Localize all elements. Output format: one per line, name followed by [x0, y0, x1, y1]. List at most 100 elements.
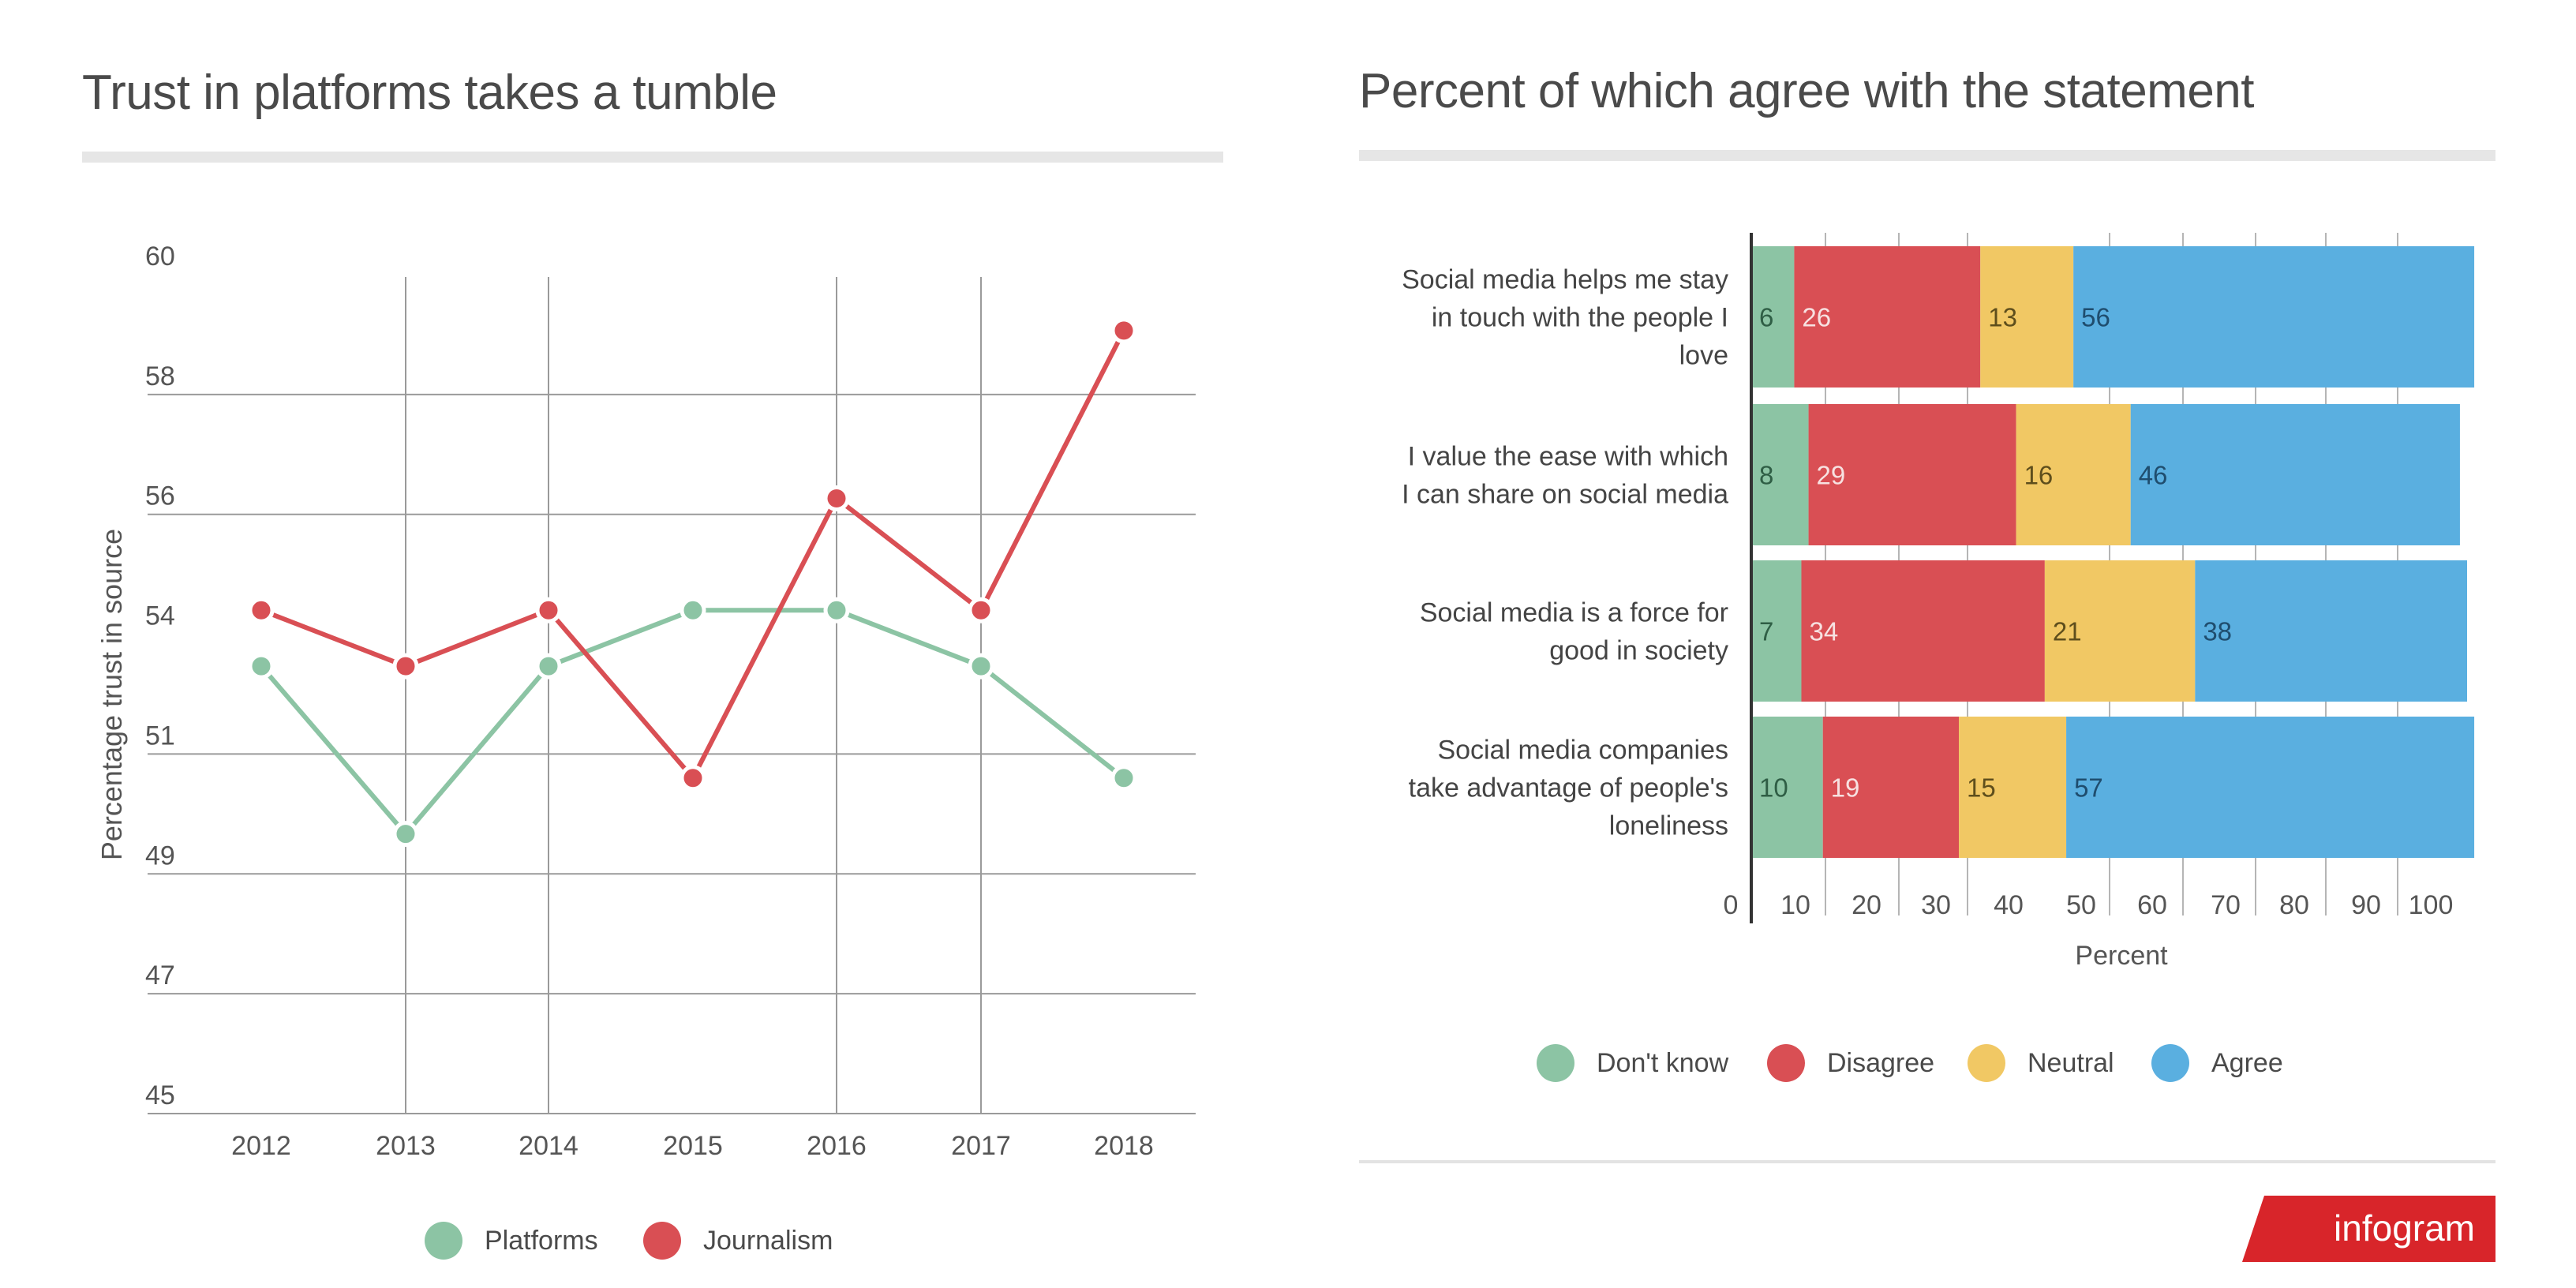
- category-label: Social media companies: [1437, 736, 1728, 766]
- data-point-journalism[interactable]: [968, 597, 994, 623]
- x-tick-label: 2013: [376, 1131, 436, 1161]
- y-tick-label: 47: [145, 960, 175, 990]
- bar-segment-disagree[interactable]: [1822, 717, 1960, 858]
- bar-chart: 6 26 13 56 Social media helps me stay in touc…: [1402, 233, 2475, 971]
- legend-label-journalism: Journalism: [703, 1225, 833, 1256]
- y-tick-label: 54: [145, 601, 175, 631]
- data-point-platforms[interactable]: [823, 597, 850, 623]
- x-tick-label: 2012: [231, 1131, 291, 1161]
- line-chart-title: Trust in platforms takes a tumble: [82, 66, 777, 120]
- x-tick-label: 80: [2279, 890, 2309, 920]
- data-point-platforms[interactable]: [680, 597, 706, 623]
- x-tick-label: 2016: [807, 1131, 867, 1161]
- data-point-platforms[interactable]: [248, 653, 275, 680]
- x-tick-label: 70: [2211, 890, 2241, 920]
- bar-value-label: 57: [2074, 773, 2103, 803]
- category-label: Social media is a force for: [1420, 598, 1728, 628]
- bar-value-label: 16: [2024, 461, 2054, 490]
- x-tick-label: 2015: [663, 1131, 723, 1161]
- infogram-badge-shape-icon: [2242, 1196, 2496, 1262]
- x-tick-label: 10: [1780, 890, 1810, 920]
- bar-value-label: 6: [1759, 303, 1773, 332]
- category-label: I value the ease with which: [1408, 442, 1728, 472]
- legend-dot-neutral-icon: [1968, 1044, 2005, 1082]
- footer-divider: [1359, 1160, 2496, 1163]
- bar-value-label: 10: [1759, 773, 1788, 803]
- bar-segment-don-t-know[interactable]: [1751, 717, 1823, 858]
- x-tick-label: 40: [1994, 890, 2024, 920]
- bar-segment-neutral[interactable]: [2016, 404, 2131, 545]
- category-label: in touch with the people I: [1432, 303, 1728, 333]
- legend-label-agree: Agree: [2211, 1047, 2283, 1078]
- category-label: Social media helps me stay: [1402, 265, 1728, 295]
- series-line-platforms: [259, 608, 1125, 837]
- legend-dot-dont-know-icon: [1537, 1044, 1574, 1082]
- bar-value-label: 38: [2203, 617, 2232, 646]
- data-point-journalism[interactable]: [680, 765, 706, 792]
- legend-item-journalism[interactable]: Journalism: [643, 1222, 833, 1260]
- legend-label-dont-know: Don't know: [1597, 1047, 1729, 1078]
- legend-dot-agree-icon: [2151, 1044, 2189, 1082]
- legend-item-dont-know[interactable]: Don't know: [1537, 1044, 1728, 1082]
- x-tick-label: 20: [1852, 890, 1881, 920]
- category-label: love: [1679, 341, 1728, 371]
- bar-value-label: 8: [1759, 461, 1773, 490]
- bar-segment-disagree[interactable]: [1794, 246, 1981, 388]
- infogram-badge[interactable]: infogram: [2242, 1196, 2496, 1262]
- legend-item-neutral[interactable]: Neutral: [1968, 1044, 2114, 1082]
- data-point-journalism[interactable]: [1110, 317, 1137, 344]
- bar-value-label: 56: [2081, 303, 2110, 332]
- bar-segment-disagree[interactable]: [1808, 404, 2016, 545]
- bar-segment-agree[interactable]: [2130, 404, 2460, 545]
- data-point-platforms[interactable]: [535, 653, 562, 680]
- x-tick-label: 2017: [951, 1131, 1011, 1161]
- y-tick-label: 51: [145, 721, 175, 751]
- legend-label-platforms: Platforms: [485, 1225, 598, 1256]
- bar-segment-neutral[interactable]: [1959, 717, 2067, 858]
- bar-value-label: 19: [1831, 773, 1860, 803]
- legend-label-disagree: Disagree: [1827, 1047, 1935, 1078]
- bar-value-label: 13: [1988, 303, 2017, 332]
- bar-segment-agree[interactable]: [2195, 560, 2467, 702]
- bar-segment-don-t-know[interactable]: [1751, 560, 1802, 702]
- bar-value-label: 34: [1809, 617, 1838, 646]
- x-axis-label: Percent: [2075, 941, 2168, 971]
- data-point-platforms[interactable]: [392, 821, 419, 848]
- category-label: good in society: [1549, 636, 1728, 666]
- bar-segment-agree[interactable]: [2073, 246, 2475, 388]
- bar-segment-don-t-know[interactable]: [1751, 404, 1809, 545]
- bar-segment-don-t-know[interactable]: [1751, 246, 1795, 388]
- data-point-journalism[interactable]: [823, 485, 850, 511]
- bar-segment-neutral[interactable]: [2044, 560, 2196, 702]
- data-point-journalism[interactable]: [392, 653, 419, 680]
- x-tick-label: 90: [2351, 890, 2381, 920]
- x-tick-label: 50: [2066, 890, 2096, 920]
- x-tick-label: 2018: [1094, 1131, 1154, 1161]
- y-tick-label: 56: [145, 481, 175, 511]
- bar-value-label: 7: [1759, 617, 1773, 646]
- y-axis-label: Percentage trust in source: [95, 529, 128, 860]
- data-point-journalism[interactable]: [535, 597, 562, 623]
- y-tick-label: 45: [145, 1080, 175, 1110]
- data-point-journalism[interactable]: [248, 597, 275, 623]
- bar-chart-title: Percent of which agree with the statemen…: [1359, 64, 2255, 118]
- data-point-platforms[interactable]: [968, 653, 994, 680]
- legend-dot-journalism-icon: [643, 1222, 681, 1260]
- infogram-logo-text: infogram: [2334, 1208, 2475, 1249]
- legend-dot-disagree-icon: [1767, 1044, 1805, 1082]
- category-label: I can share on social media: [1402, 480, 1728, 510]
- x-tick-label: 60: [2137, 890, 2167, 920]
- legend-item-disagree[interactable]: Disagree: [1767, 1044, 1934, 1082]
- bar-chart-title-underline: [1359, 150, 2496, 161]
- category-label: loneliness: [1609, 811, 1728, 841]
- y-tick-label: 60: [145, 242, 175, 271]
- bar-segment-agree[interactable]: [2066, 717, 2475, 858]
- legend-item-platforms[interactable]: Platforms: [425, 1222, 598, 1260]
- bar-value-label: 26: [1802, 303, 1831, 332]
- bar-segment-disagree[interactable]: [1801, 560, 2045, 702]
- line-chart: 60 58 56 54 51 49 47 45 2012 2013 2014 2015 2016 2017…: [95, 242, 1196, 1161]
- data-point-platforms[interactable]: [1110, 765, 1137, 792]
- bar-value-label: 15: [1967, 773, 1996, 803]
- bar-segment-neutral[interactable]: [1980, 246, 2074, 388]
- legend-item-agree[interactable]: Agree: [2151, 1044, 2283, 1082]
